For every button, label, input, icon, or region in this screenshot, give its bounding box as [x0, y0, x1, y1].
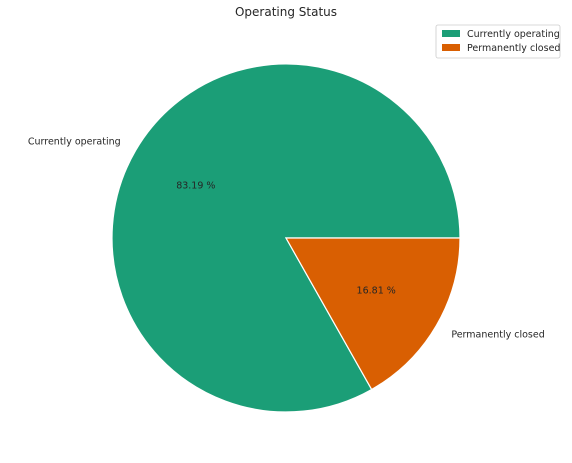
- slice-label-currently-operating: Currently operating: [28, 137, 121, 148]
- legend-label-permanently-closed: Permanently closed: [467, 43, 560, 54]
- legend-swatch-permanently-closed: [442, 44, 460, 51]
- legend-swatch-currently-operating: [442, 30, 460, 37]
- slice-label-permanently-closed: Permanently closed: [451, 329, 544, 340]
- pct-label-permanently-closed: 16.81 %: [357, 286, 396, 297]
- legend: Currently operating Permanently closed: [435, 24, 561, 59]
- pie-labels: 83.19 % Currently operating 16.81 % Permane…: [28, 137, 545, 341]
- pie-slices: [111, 63, 461, 413]
- slice-permanently-closed: [284, 237, 461, 391]
- legend-label-currently-operating: Currently operating: [467, 29, 560, 40]
- legend-frame: [435, 24, 561, 59]
- chart-title: Operating Status: [235, 5, 337, 19]
- pct-label-currently-operating: 83.19 %: [176, 180, 215, 191]
